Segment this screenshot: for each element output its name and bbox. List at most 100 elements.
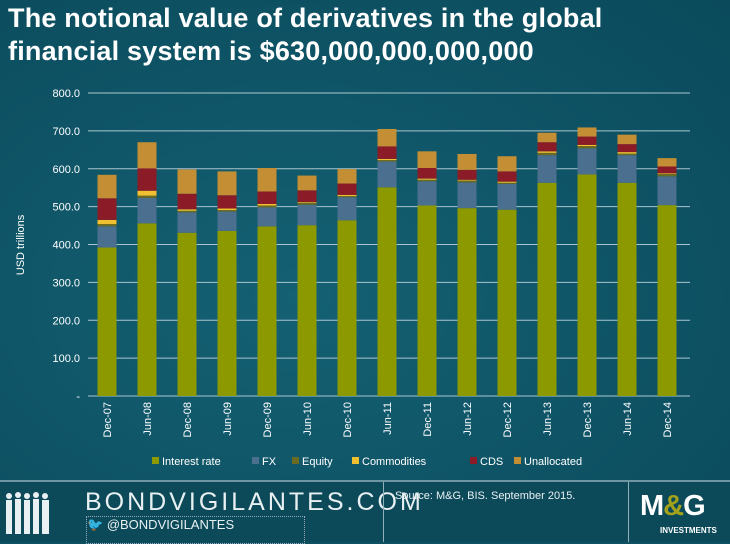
bar-interest-rate <box>657 205 677 396</box>
legend-label: CDS <box>480 456 503 468</box>
bar-unallocated <box>537 132 557 143</box>
bar-unallocated <box>217 171 237 196</box>
x-tick-label: Dec-07 <box>102 402 114 437</box>
bar-unallocated <box>417 151 437 168</box>
bar-cds <box>257 191 277 204</box>
bar-unallocated <box>337 169 357 184</box>
people-silhouette-icon <box>6 492 49 534</box>
bar-unallocated <box>297 175 317 191</box>
bar-cds <box>377 146 397 159</box>
bar-unallocated <box>177 169 197 194</box>
legend-swatch <box>352 457 359 464</box>
bar-commodities <box>337 194 357 197</box>
legend-label: Equity <box>302 456 333 468</box>
bar-equity <box>217 210 237 212</box>
y-axis-label: USD trillions <box>15 214 27 275</box>
bar-cds <box>457 169 477 180</box>
mg-logo: M&G <box>640 490 706 522</box>
bar-equity <box>377 160 397 162</box>
bar-cds <box>497 171 517 182</box>
bar-fx <box>257 207 277 227</box>
x-tick-label: Jun-12 <box>462 402 474 436</box>
divider <box>628 482 629 542</box>
bar-interest-rate <box>297 225 317 396</box>
twitter-icon: 🐦 <box>87 517 107 532</box>
y-tick-label: 500.0 <box>52 202 80 214</box>
bar-fx <box>137 197 157 224</box>
source-note: Source: M&G, BIS. September 2015. <box>395 490 576 502</box>
bar-commodities <box>657 173 677 175</box>
x-tick-label: Jun-14 <box>622 402 634 436</box>
bar-cds <box>537 142 557 152</box>
bar-equity <box>97 224 117 227</box>
bar-cds <box>137 168 157 191</box>
x-tick-label: Dec-10 <box>342 402 354 437</box>
x-tick-label: Dec-12 <box>502 402 514 437</box>
bar-fx <box>177 212 197 233</box>
x-tick-label: Dec-09 <box>262 402 274 437</box>
bar-cds <box>97 198 117 220</box>
bar-fx <box>577 148 597 175</box>
bar-commodities <box>137 190 157 196</box>
legend-swatch <box>470 457 477 464</box>
bar-fx <box>97 226 117 248</box>
bar-equity <box>297 202 317 205</box>
bar-interest-rate <box>177 232 197 396</box>
bar-interest-rate <box>137 223 157 396</box>
bar-cds <box>337 183 357 195</box>
y-tick-label: - <box>76 391 80 403</box>
bar-cds <box>617 144 637 153</box>
y-tick-label: 400.0 <box>52 240 80 252</box>
y-tick-label: 200.0 <box>52 315 80 327</box>
bar-fx <box>417 181 437 206</box>
bar-interest-rate <box>457 208 477 396</box>
bar-equity <box>537 152 557 156</box>
bar-interest-rate <box>497 209 517 396</box>
legend-swatch <box>252 457 259 464</box>
bar-fx <box>337 197 357 221</box>
y-tick-label: 100.0 <box>52 353 80 365</box>
x-tick-label: Dec-13 <box>582 402 594 437</box>
bar-interest-rate <box>617 182 637 396</box>
x-tick-label: Jun-13 <box>542 402 554 436</box>
bar-commodities <box>97 219 117 225</box>
bar-unallocated <box>617 134 637 145</box>
title-line-2: financial system is $630,000,000,000,000 <box>8 36 534 66</box>
y-tick-label: 300.0 <box>52 277 80 289</box>
bar-equity <box>657 174 677 177</box>
bar-cds <box>177 193 197 210</box>
y-tick-label: 800.0 <box>52 88 80 100</box>
bar-equity <box>457 180 477 183</box>
bar-cds <box>657 166 677 174</box>
bar-interest-rate <box>97 247 117 396</box>
bar-fx <box>537 155 557 183</box>
x-tick-label: Dec-11 <box>422 402 434 437</box>
bar-interest-rate <box>577 174 597 396</box>
x-tick-label: Jun-09 <box>222 402 234 436</box>
legend-swatch <box>152 457 159 464</box>
bar-unallocated <box>257 167 277 192</box>
divider <box>383 482 384 542</box>
legend-swatch <box>292 457 299 464</box>
bar-commodities <box>377 158 397 161</box>
twitter-handle-text: @BONDVIGILANTES <box>106 517 235 532</box>
bar-unallocated <box>137 142 157 169</box>
bar-commodities <box>257 203 277 206</box>
x-tick-label: Jun-08 <box>142 402 154 436</box>
bar-equity <box>137 195 157 198</box>
bar-equity <box>417 179 437 182</box>
bar-fx <box>377 161 397 188</box>
bar-fx <box>297 204 317 226</box>
bar-interest-rate <box>337 220 357 396</box>
bar-cds <box>417 167 437 179</box>
bar-equity <box>617 153 637 156</box>
bar-unallocated <box>377 128 397 147</box>
y-tick-label: 700.0 <box>52 126 80 138</box>
legend-swatch <box>514 457 521 464</box>
brand-link[interactable]: BONDVIGILANTES.COM <box>85 488 424 516</box>
bar-unallocated <box>97 174 117 199</box>
bar-equity <box>177 210 197 213</box>
bar-commodities <box>617 152 637 154</box>
x-tick-label: Dec-14 <box>662 402 674 437</box>
